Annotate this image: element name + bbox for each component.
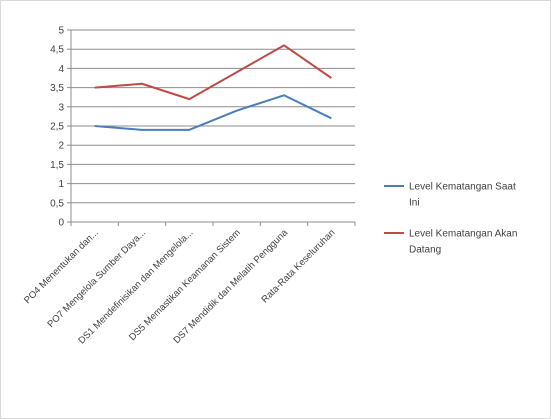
legend-label-2: Level Kematangan Akan Datang: [409, 229, 517, 256]
y-tick-label: 4,5: [50, 45, 64, 56]
y-tick-label: 0: [58, 218, 64, 229]
y-tick-label: 3,5: [50, 83, 64, 94]
y-tick-label: 2,5: [50, 122, 64, 133]
y-tick-label: 0,5: [50, 198, 64, 209]
series-lines: [94, 44, 332, 131]
y-tick-label: 1,5: [50, 160, 64, 171]
y-tick-label: 3: [58, 102, 64, 113]
y-tick-label: 1: [58, 179, 64, 190]
legend: Level Kematangan Saat Ini Level Kematangan…: [384, 182, 517, 256]
x-axis-category-labels: PO4 Menentukan dan...PO7 Mengelola Sumbe…: [22, 227, 337, 347]
axes: [67, 29, 356, 226]
series-line-1: [94, 94, 332, 131]
legend-label-1: Level Kematangan Saat Ini: [409, 182, 516, 209]
y-axis-tick-labels: 0 0,5 1 1,5 2 2,5 3 3,5 4 4,5 5: [50, 26, 64, 229]
x-category-label: PO7 Mengelola Sumber Daya...: [46, 227, 149, 330]
y-tick-label: 4: [58, 64, 64, 75]
y-tick-label: 2: [58, 141, 64, 152]
gridlines: [71, 29, 355, 204]
y-tick-label: 5: [58, 26, 64, 37]
x-category-label: PO4 Menentukan dan...: [22, 227, 101, 306]
series-line-2: [94, 44, 332, 101]
